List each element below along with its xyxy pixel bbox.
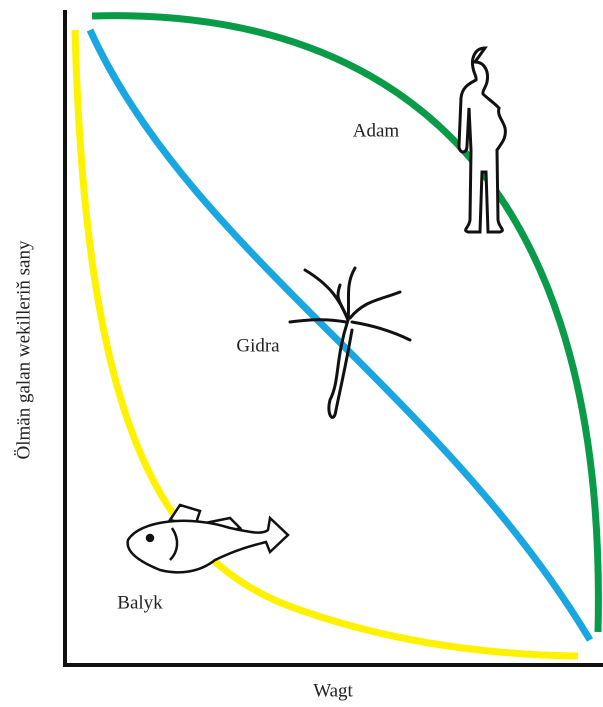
curve-label: Adam [353, 120, 400, 141]
curve-label: Gidra [236, 335, 280, 356]
page: Adam Gidra Balyk Wagt Ölmän galan wekill… [0, 0, 603, 707]
fish-icon [128, 505, 288, 572]
person-icon [459, 48, 505, 232]
diagram: Adam Gidra Balyk Wagt Ölmän galan wekill… [0, 0, 603, 707]
y-axis-label: Ölmän galan wekilleriň sany [13, 240, 34, 459]
curve-label: Balyk [117, 592, 163, 613]
x-axis-label: Wagt [313, 680, 353, 701]
